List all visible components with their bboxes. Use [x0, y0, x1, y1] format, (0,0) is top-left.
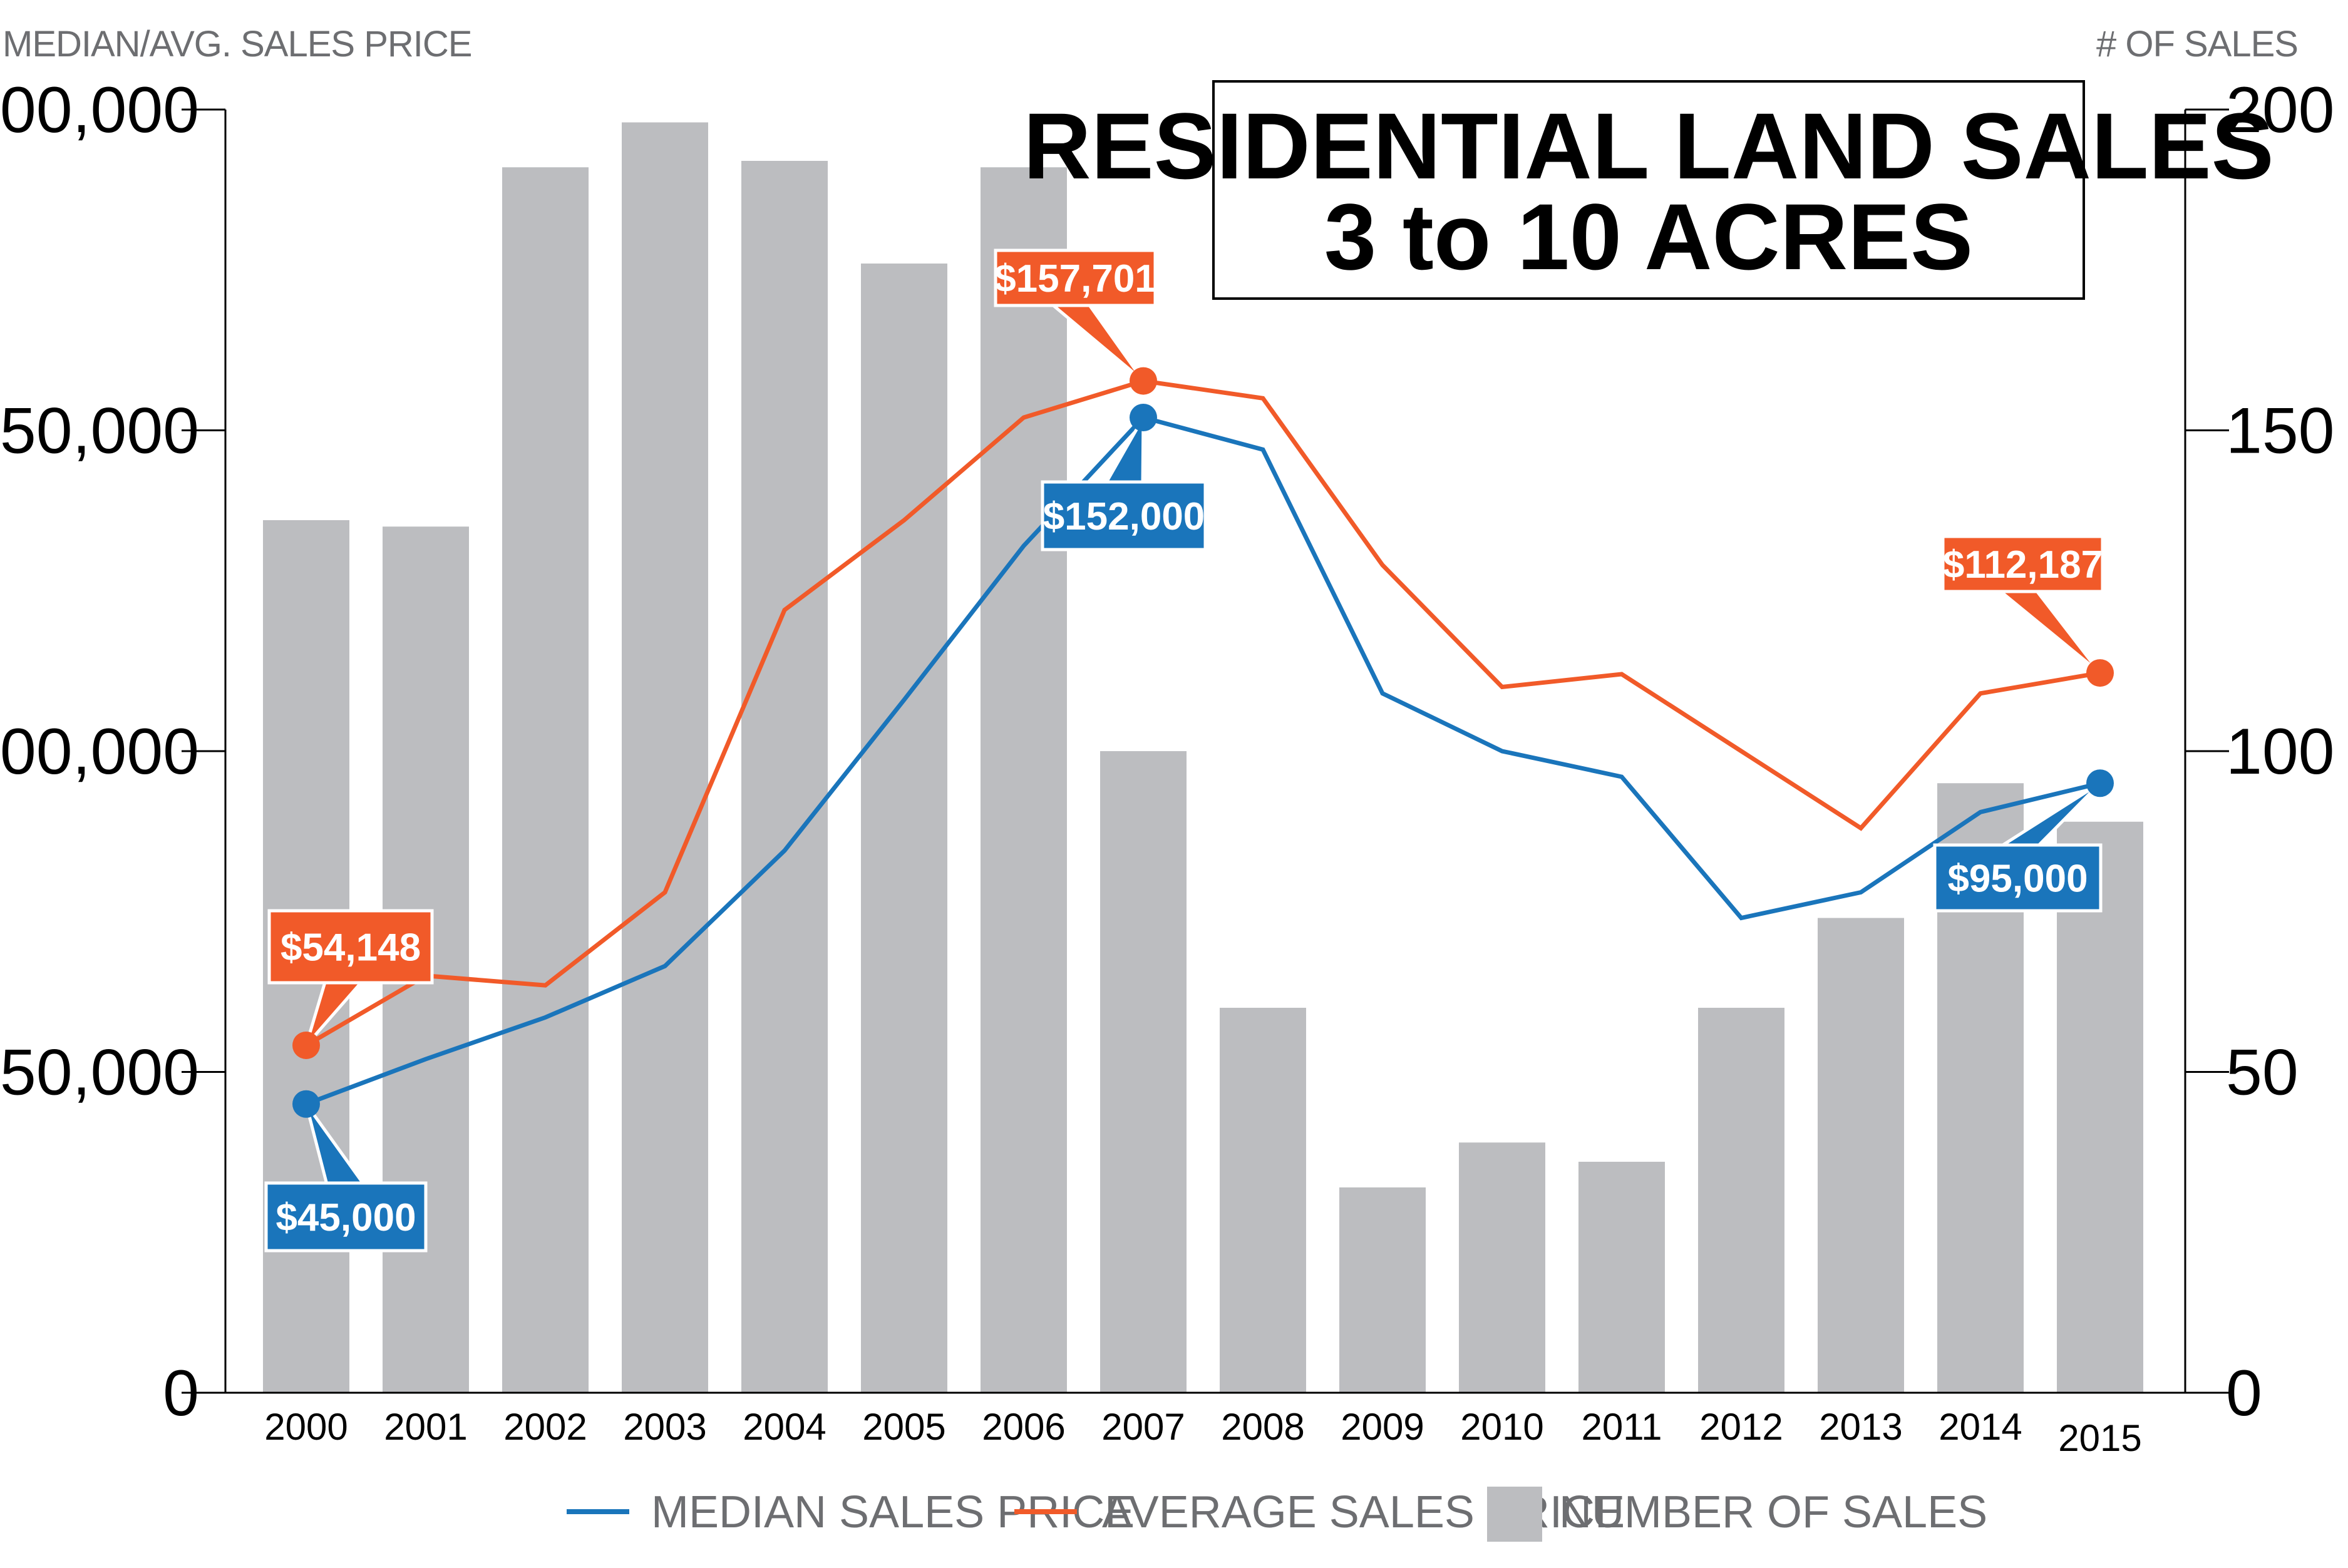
bar-2008: [1220, 1008, 1306, 1393]
x-tick-label: 2007: [1101, 1406, 1185, 1448]
lines-layer: [305, 378, 2101, 1107]
callout-box: [264, 1181, 428, 1253]
bar-2006: [981, 167, 1067, 1393]
legend-label: AVERAGE SALES PRICE: [1102, 1487, 1625, 1537]
callout-median-sales-price-2000: $45,000: [264, 1090, 428, 1253]
x-tick-label: 2005: [862, 1406, 945, 1448]
x-tick-label: 2014: [1939, 1406, 2022, 1448]
callouts-layer: $54,148 $45,000 $157,701 $152,000 $112,187 $9…: [264, 249, 2114, 1253]
callout-point-marker: [2086, 659, 2114, 687]
x-tick-label: 2000: [264, 1406, 348, 1448]
chart-title-line-1: RESIDENTIAL LAND SALES: [1023, 93, 2273, 198]
callout-box: [1933, 843, 2103, 913]
x-tick-label: 2001: [384, 1406, 467, 1448]
callout-average-sales-price-2007: $157,701: [994, 249, 1157, 395]
x-tick-label: 2006: [982, 1406, 1065, 1448]
callout-box: [267, 909, 434, 985]
callout-median-sales-price-2007: $152,000: [1041, 404, 1207, 551]
callout-average-sales-price-2015: $112,187: [1941, 535, 2114, 687]
x-tick-label: 2010: [1460, 1406, 1543, 1448]
legend-item-number-of-sales: NUMBER OF SALES: [1487, 1487, 1987, 1542]
callout-point-marker: [292, 1090, 320, 1118]
x-tick-label: 2004: [743, 1406, 826, 1448]
bar-2011: [1578, 1162, 1665, 1393]
axes-layer: 0 $50,000 $100,000 $150,000 $200,000 0 50 100 15…: [0, 74, 2335, 1459]
callout-label: $54,148: [281, 926, 421, 970]
bar-2009: [1339, 1187, 1426, 1393]
callout-point-marker: [292, 1031, 320, 1059]
bar-2004: [741, 161, 828, 1393]
x-tick-label: 2003: [623, 1406, 706, 1448]
right-axis-title: # OF SALES: [2096, 24, 2298, 64]
left-tick-label: $200,000: [0, 74, 199, 146]
left-tick-label: $50,000: [0, 1037, 199, 1109]
left-tick-label: $100,000: [0, 715, 199, 788]
x-tick-label: 2002: [503, 1406, 587, 1448]
callout-label: $152,000: [1043, 495, 1205, 538]
chart-title-line-2: 3 to 10 ACRES: [1324, 184, 1973, 289]
chart-title-frame: [1212, 80, 2085, 300]
callout-box: [1041, 480, 1207, 551]
right-tick-label: 0: [2226, 1357, 2262, 1430]
callout-box: [1941, 535, 2104, 593]
x-tick-label: 2012: [1699, 1406, 1783, 1448]
x-tick-label: 2009: [1341, 1406, 1424, 1448]
legend-swatch-box: [1487, 1487, 1542, 1542]
legend-label: NUMBER OF SALES: [1559, 1487, 1987, 1537]
right-tick-label: 50: [2226, 1037, 2299, 1109]
callout-median-sales-price-2015: $95,000: [1933, 769, 2114, 913]
callout-average-sales-price-2000: $54,148: [267, 909, 434, 1059]
right-tick-label: 200: [2226, 74, 2335, 146]
bar-2003: [622, 122, 708, 1393]
x-tick-label: 2015: [2058, 1417, 2141, 1459]
callout-label: $45,000: [275, 1196, 416, 1239]
callout-pointer: [1996, 587, 2102, 675]
bars-layer: [263, 122, 2143, 1393]
bar-2010: [1459, 1142, 1545, 1393]
callout-label: $112,187: [1943, 543, 2103, 587]
callout-label: $157,701: [994, 257, 1156, 300]
bar-2007: [1100, 751, 1187, 1393]
line-average-sales-price: [305, 378, 2101, 1048]
bar-2013: [1818, 918, 1904, 1393]
callout-point-marker: [1130, 404, 1157, 431]
callout-box: [994, 249, 1157, 307]
x-tick-label: 2013: [1819, 1406, 1902, 1448]
bar-2015: [2057, 821, 2143, 1393]
x-tick-label: 2008: [1221, 1406, 1304, 1448]
bar-2002: [502, 167, 589, 1393]
callout-point-marker: [2086, 769, 2114, 797]
left-tick-label: $150,000: [0, 395, 199, 468]
callout-point-marker: [1130, 367, 1157, 395]
left-axis-title: MEDIAN/AVG. SALES PRICE: [3, 24, 471, 64]
callout-label: $95,000: [1947, 858, 2088, 901]
bar-2012: [1698, 1008, 1784, 1393]
right-tick-label: 100: [2226, 715, 2335, 788]
chart-title-box: RESIDENTIAL LAND SALES 3 to 10 ACRES: [1023, 80, 2274, 300]
line-median-sales-price: [305, 415, 2101, 1107]
x-tick-label: 2011: [1581, 1406, 1662, 1448]
bar-2005: [861, 264, 947, 1393]
right-tick-label: 150: [2226, 395, 2335, 468]
left-tick-label: 0: [163, 1357, 199, 1430]
